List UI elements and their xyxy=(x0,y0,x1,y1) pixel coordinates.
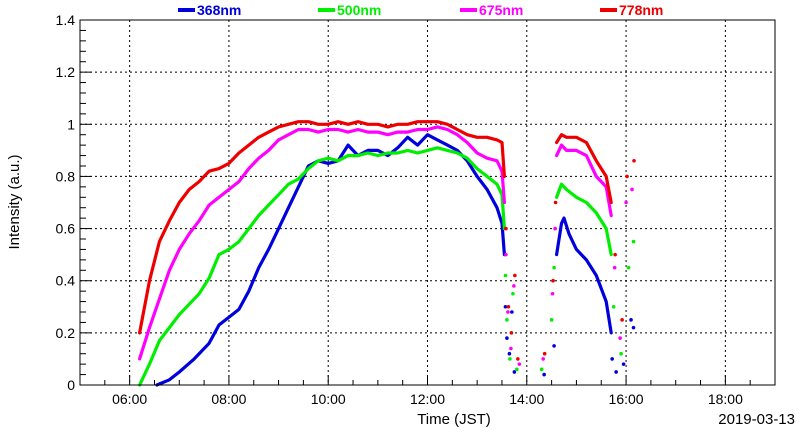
data-point-500nm xyxy=(611,304,616,309)
data-point-778nm xyxy=(509,331,514,335)
data-point-500nm xyxy=(631,239,636,244)
data-point-675nm xyxy=(506,310,510,314)
data-point-778nm xyxy=(516,357,520,361)
data-point-675nm xyxy=(550,291,555,296)
data-point-368nm xyxy=(505,336,509,340)
data-point-778nm xyxy=(506,304,511,309)
x-tick-label: 16:00 xyxy=(609,391,644,407)
legend-label-368nm: 368nm xyxy=(197,2,241,18)
x-tick-label: 12:00 xyxy=(410,391,445,407)
x-tick-label: 18:00 xyxy=(708,391,743,407)
data-point-675nm xyxy=(509,346,513,351)
x-tick-label: 10:00 xyxy=(311,391,346,407)
data-point-675nm xyxy=(630,187,634,192)
data-point-368nm xyxy=(503,304,508,309)
data-point-500nm xyxy=(539,367,544,372)
data-point-500nm xyxy=(626,265,631,270)
y-tick-label: 0.6 xyxy=(56,221,76,237)
series-line-778nm xyxy=(554,133,613,205)
y-tick-label: 0.2 xyxy=(56,325,76,341)
legend: 368nm 500nm 675nm 778nm xyxy=(178,2,663,18)
data-point-675nm xyxy=(541,357,545,361)
data-point-500nm xyxy=(511,291,515,296)
data-point-778nm xyxy=(542,351,547,356)
data-point-778nm xyxy=(620,318,624,322)
legend-label-500nm: 500nm xyxy=(337,2,381,18)
data-point-778nm xyxy=(613,252,617,257)
y-axis-title: Intensity (a.u.) xyxy=(6,154,23,249)
series-line-675nm xyxy=(138,125,506,361)
series-line-778nm xyxy=(138,120,506,335)
date-label: 2019-03-13 xyxy=(718,411,795,428)
data-point-778nm xyxy=(625,174,629,179)
data-point-500nm xyxy=(549,318,554,322)
data-point-500nm xyxy=(619,351,623,356)
data-point-368nm xyxy=(610,357,614,361)
y-tick-label: 1 xyxy=(67,116,75,132)
data-point-778nm xyxy=(513,273,517,278)
data-point-368nm xyxy=(507,351,512,356)
data-point-368nm xyxy=(510,310,514,314)
data-point-500nm xyxy=(515,367,519,372)
series-line-500nm xyxy=(138,146,506,387)
x-axis-title: Time (JST) xyxy=(417,411,491,428)
series-line-368nm xyxy=(554,216,613,335)
y-tick-label: 0 xyxy=(67,377,75,393)
y-tick-label: 1.4 xyxy=(56,12,76,28)
series-line-500nm xyxy=(554,182,613,257)
data-point-675nm xyxy=(618,336,622,340)
data-point-675nm xyxy=(517,362,522,366)
data-point-675nm xyxy=(612,265,617,270)
data-point-778nm xyxy=(504,226,508,231)
data-point-368nm xyxy=(631,325,636,330)
data-point-368nm xyxy=(512,370,517,374)
data-point-368nm xyxy=(621,362,626,366)
data-point-500nm xyxy=(552,265,556,270)
data-point-778nm xyxy=(632,158,636,163)
series-line-675nm xyxy=(554,143,613,218)
data-point-500nm xyxy=(508,357,512,361)
data-point-675nm xyxy=(553,226,557,231)
data-point-500nm xyxy=(503,273,508,278)
axis-ticks: 06:00 08:00 10:00 12:00 14:00 16:00 18:00 0 0.2 0… xyxy=(56,12,776,407)
data-point-368nm xyxy=(629,318,633,322)
y-tick-label: 1.2 xyxy=(56,64,76,80)
data-point-778nm xyxy=(551,278,555,283)
grid xyxy=(80,20,775,385)
data-point-500nm xyxy=(505,318,509,322)
y-tick-label: 0.8 xyxy=(56,168,76,184)
data-point-778nm xyxy=(553,200,558,205)
data-point-675nm xyxy=(624,200,628,205)
x-tick-label: 08:00 xyxy=(211,391,246,407)
x-tick-label: 06:00 xyxy=(112,391,147,407)
x-tick-label: 14:00 xyxy=(509,391,544,407)
legend-label-675nm: 675nm xyxy=(479,2,523,18)
data-point-368nm xyxy=(614,370,618,374)
y-tick-label: 0.4 xyxy=(56,273,76,289)
data-point-368nm xyxy=(542,372,546,377)
data-point-675nm xyxy=(504,252,508,257)
series-layer xyxy=(138,120,636,387)
data-point-675nm xyxy=(512,284,516,288)
data-point-368nm xyxy=(552,344,556,348)
legend-label-778nm: 778nm xyxy=(619,2,663,18)
